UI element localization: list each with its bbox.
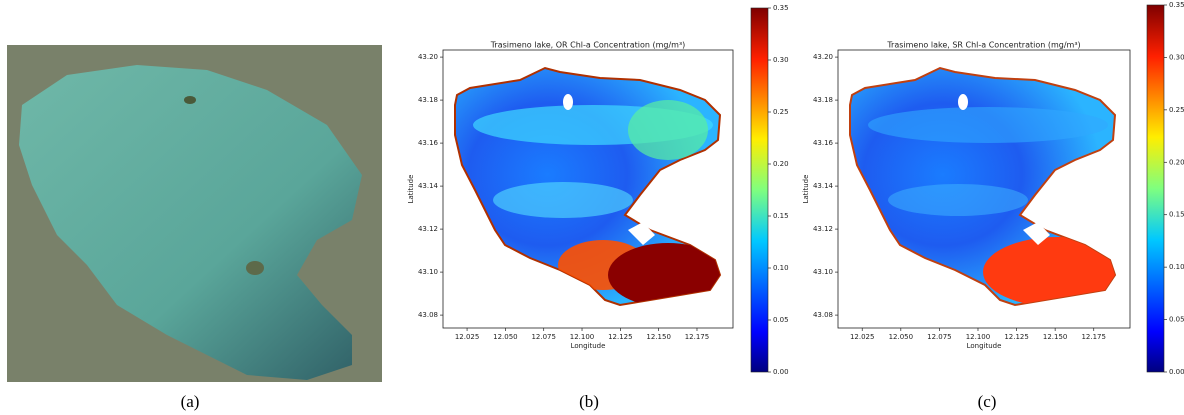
chl-map xyxy=(849,67,1116,306)
y-tick-label: 43.08 xyxy=(813,311,833,319)
y-axis-label: Latitude xyxy=(802,175,810,204)
colorbar-tick-label: 0.35 xyxy=(773,4,789,12)
colorbar-tick-label: 0.05 xyxy=(773,316,789,324)
colorbar-tick-label: 0.15 xyxy=(773,212,789,220)
colorbar-tick-label: 0.00 xyxy=(773,368,789,376)
y-tick-label: 43.08 xyxy=(418,311,438,319)
x-tick-label: 12.125 xyxy=(608,333,633,341)
x-tick-label: 12.175 xyxy=(685,333,710,341)
colorbar xyxy=(750,7,769,373)
x-tick-label: 12.150 xyxy=(646,333,671,341)
x-axis-label: Longitude xyxy=(571,342,606,350)
x-tick-label: 12.100 xyxy=(966,333,991,341)
colorbar-tick-label: 0.15 xyxy=(1169,211,1184,219)
colorbar xyxy=(1146,4,1165,373)
caption: (a) xyxy=(181,392,200,411)
y-tick-label: 43.14 xyxy=(813,182,834,190)
colorbar-tick-label: 0.35 xyxy=(1169,1,1184,9)
y-tick-label: 43.14 xyxy=(418,182,439,190)
colorbar-tick-label: 0.05 xyxy=(1169,316,1184,324)
y-tick-label: 43.20 xyxy=(813,53,833,61)
y-tick-label: 43.16 xyxy=(813,139,834,147)
y-tick-label: 43.10 xyxy=(418,268,438,276)
caption: (b) xyxy=(579,392,599,411)
y-tick-label: 43.12 xyxy=(813,225,833,233)
y-tick-label: 43.18 xyxy=(418,96,438,104)
chart-title: Trasimeno lake, SR Chl-a Concentration (… xyxy=(886,41,1080,50)
x-tick-label: 12.075 xyxy=(927,333,952,341)
colorbar-tick-label: 0.25 xyxy=(1169,106,1184,114)
colorbar-tick-label: 0.10 xyxy=(1169,263,1184,271)
y-tick-label: 43.20 xyxy=(418,53,438,61)
colorbar-tick-label: 0.20 xyxy=(1169,158,1184,166)
colorbar-tick-label: 0.20 xyxy=(773,160,789,168)
x-tick-label: 12.050 xyxy=(493,333,518,341)
satellite-image xyxy=(7,45,382,382)
caption: (c) xyxy=(978,392,997,411)
chart-title: Trasimeno lake, OR Chl-a Concentration (… xyxy=(490,41,686,50)
y-tick-label: 43.16 xyxy=(418,139,439,147)
x-tick-label: 12.025 xyxy=(850,333,875,341)
x-tick-label: 12.150 xyxy=(1043,333,1068,341)
x-tick-label: 12.075 xyxy=(531,333,556,341)
y-tick-label: 43.12 xyxy=(418,225,438,233)
x-axis-label: Longitude xyxy=(967,342,1002,350)
chl-map xyxy=(454,67,721,306)
colorbar-tick-label: 0.30 xyxy=(1169,53,1184,61)
colorbar-tick-label: 0.00 xyxy=(1169,368,1184,376)
colorbar-tick-label: 0.10 xyxy=(773,264,789,272)
y-axis-label: Latitude xyxy=(407,175,415,204)
colorbar-tick-label: 0.25 xyxy=(773,108,789,116)
x-tick-label: 12.125 xyxy=(1004,333,1029,341)
axes-frame xyxy=(837,49,1131,329)
axes-frame xyxy=(442,49,734,329)
x-tick-label: 12.175 xyxy=(1081,333,1106,341)
y-tick-label: 43.18 xyxy=(813,96,833,104)
colorbar-tick-label: 0.30 xyxy=(773,56,789,64)
x-tick-label: 12.050 xyxy=(889,333,914,341)
y-tick-label: 43.10 xyxy=(813,268,833,276)
x-tick-label: 12.025 xyxy=(455,333,480,341)
x-tick-label: 12.100 xyxy=(570,333,595,341)
